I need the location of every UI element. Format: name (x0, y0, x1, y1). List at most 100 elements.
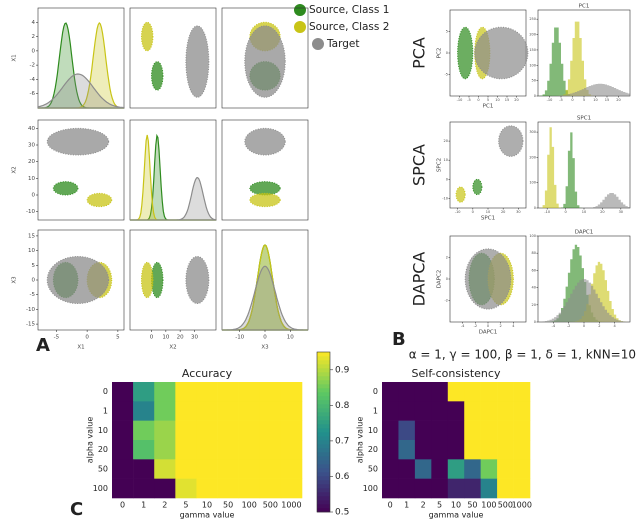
heat-cell (259, 401, 282, 421)
heat-cell (175, 440, 197, 460)
y-tick-label: -4 (30, 77, 36, 83)
heat-cell (280, 401, 303, 421)
x-tick-label: 0 (388, 501, 393, 510)
heat-cell (447, 382, 465, 402)
colorbar-step (317, 396, 330, 401)
x-axis-label: SPC1 (481, 216, 495, 222)
y-tick-label: 15 (28, 233, 35, 239)
heat-cell (196, 401, 218, 421)
colorbar-step (317, 508, 330, 513)
y-tick-label: 0 (534, 320, 536, 324)
colorbar-step (317, 412, 330, 417)
heat-cell (217, 401, 239, 421)
colorbar-step (317, 420, 330, 425)
heat-cell (382, 459, 399, 479)
x-tick-label: 20 (177, 335, 184, 341)
kde-curve (130, 176, 217, 221)
x-tick-label: -4 (461, 324, 465, 328)
histogram (538, 27, 630, 96)
heat-cell (431, 420, 449, 441)
method-label: PCA (410, 37, 429, 69)
y-tick-label: 0 (446, 177, 448, 181)
x-tick-label: 10 (202, 501, 212, 510)
y-tick-label: 40 (28, 126, 35, 132)
point-cloud (244, 127, 286, 156)
heat-cell (431, 459, 449, 479)
colorbar-step (317, 376, 330, 381)
heat-cell (497, 420, 514, 441)
x-tick-label: 100 (242, 501, 257, 510)
x-tick-label: 50 (467, 501, 477, 510)
point-cloud (474, 26, 529, 80)
histogram (538, 127, 630, 208)
heat-cell (280, 420, 303, 441)
point-cloud (140, 21, 154, 52)
method-label: DAPCA (410, 252, 429, 307)
y-axis-label: SPC2 (437, 158, 443, 172)
x-tick-label: 10 (582, 210, 586, 214)
colorbar-step (317, 408, 330, 413)
y-axis-label: X3 (12, 276, 18, 284)
heat-cell (398, 401, 416, 421)
heat-cell (398, 459, 416, 479)
heat-cell (112, 382, 134, 402)
y-tick-label: 80 (532, 251, 536, 255)
x-tick-label: 15 (505, 98, 509, 102)
x-tick-label: 0 (85, 335, 89, 341)
x-tick-label: 2 (598, 324, 600, 328)
heat-cell (480, 459, 498, 479)
legend-label: Source, Class 2 (309, 21, 389, 33)
colorbar-step (317, 496, 330, 501)
y-axis-label: X1 (12, 54, 18, 61)
y-tick-label: 20 (98, 445, 108, 454)
x-tick-label: -10 (235, 335, 244, 341)
y-tick-label: 50 (98, 465, 108, 474)
y-tick-label: 100 (529, 63, 536, 67)
x-axis-label: PC1 (483, 104, 494, 110)
y-tick-label: -6 (30, 91, 36, 97)
heat-cell (414, 478, 432, 499)
x-tick-label: -10 (544, 210, 550, 214)
heat-cell (480, 401, 498, 421)
colorbar-step (317, 488, 330, 493)
hist-title: PC1 (579, 4, 590, 10)
colorbar-step (317, 432, 330, 437)
x-tick-label: -10 (547, 98, 553, 102)
point-cloud (455, 186, 466, 203)
heat-cell (480, 478, 498, 499)
heat-cell (196, 382, 218, 402)
heat-cell (464, 420, 481, 441)
y-tick-label: 50 (532, 79, 536, 83)
x-tick-label: 10 (495, 98, 499, 102)
heat-cell (480, 420, 498, 441)
colorbar-step (317, 504, 330, 509)
x-tick-label: 2 (500, 324, 502, 328)
x-tick-label: 20 (514, 98, 518, 102)
heat-cell (513, 440, 531, 460)
y-tick-label: 60 (532, 268, 536, 272)
x-tick-label: 30 (516, 210, 520, 214)
y-tick-label: 2 (32, 34, 36, 40)
legend-marker (312, 38, 324, 50)
y-tick-label: 30 (28, 143, 35, 149)
x-tick-label: 30 (191, 335, 198, 341)
heat-cell (238, 420, 261, 441)
x-tick-label: 500 (263, 501, 278, 510)
x-tick-label: 1 (404, 501, 409, 510)
point-cloud (464, 248, 512, 310)
x-tick-label: -10 (457, 98, 463, 102)
colorbar-step (317, 428, 330, 433)
point-cloud (52, 181, 79, 196)
heat-cell (217, 382, 239, 402)
parameters: α = 1, γ = 100, β = 1, δ = 1, kNN=10 (409, 348, 636, 362)
y-tick-label: -5 (445, 73, 449, 77)
y-axis-label: PC2 (437, 48, 443, 59)
y-tick-label: 10 (98, 426, 108, 435)
colorbar-step (317, 448, 330, 453)
legend-label: Source, Class 1 (309, 4, 389, 16)
y-tick-label: 100 (529, 181, 536, 185)
y-tick-label: -15 (26, 322, 35, 328)
colorbar-step (317, 384, 330, 389)
x-tick-label: 1000 (281, 501, 301, 510)
y-tick-label: 0 (446, 277, 448, 281)
